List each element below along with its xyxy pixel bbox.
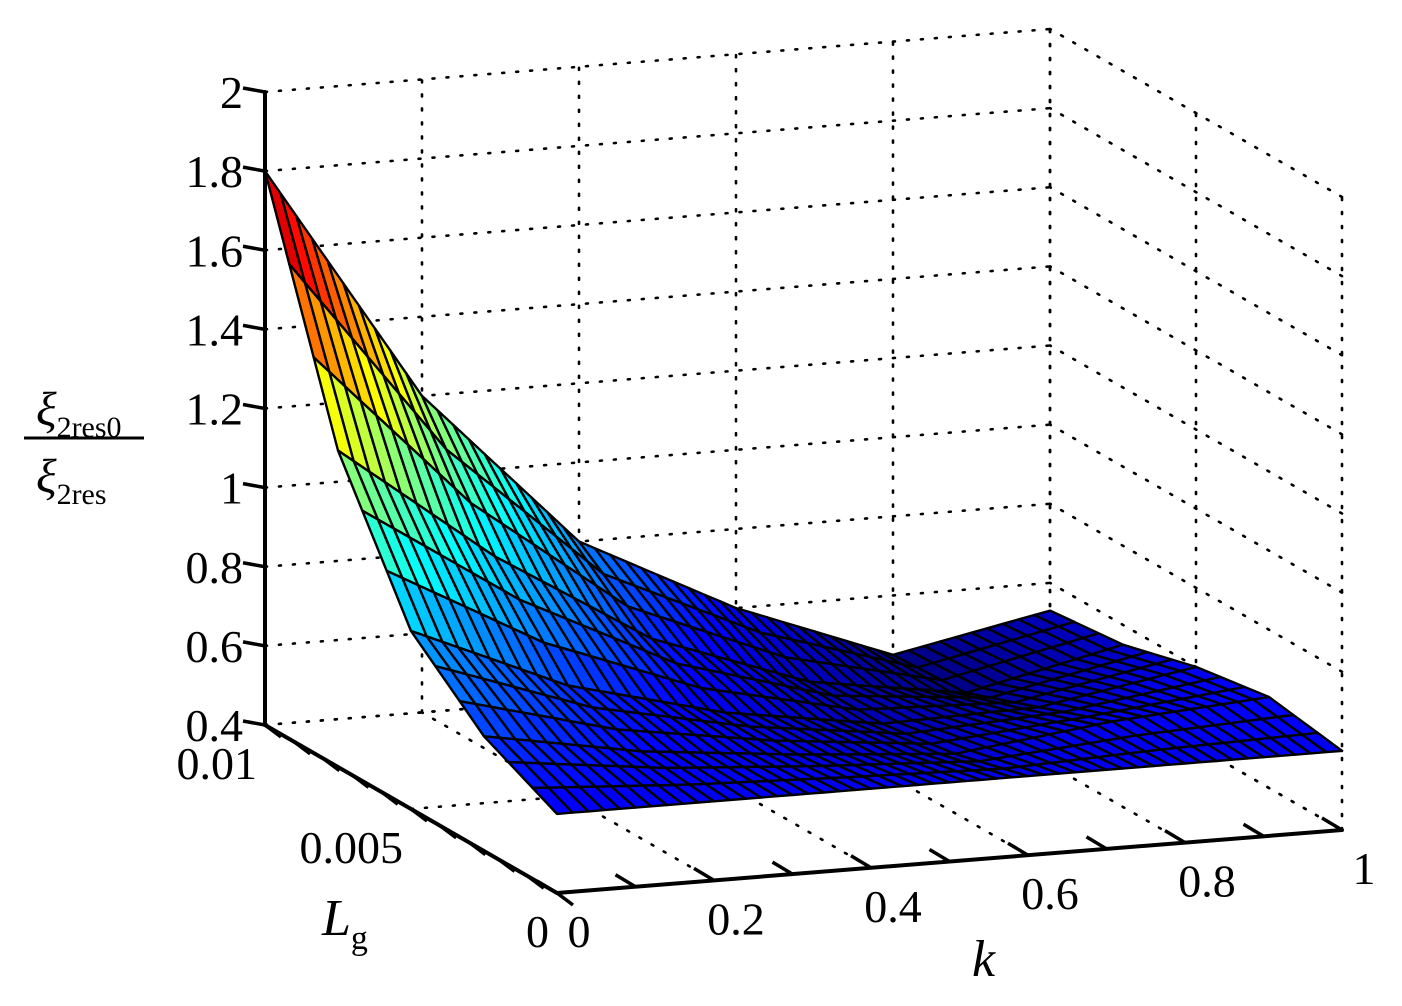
z-tick bbox=[242, 244, 266, 252]
z-tick-label: 1.8 bbox=[186, 146, 244, 197]
y-tick bbox=[322, 757, 341, 772]
grid-line-z-back bbox=[263, 185, 1052, 252]
z-tick bbox=[242, 323, 266, 332]
z-tick-label: 0.8 bbox=[186, 542, 244, 593]
x-tick-label: 0.4 bbox=[864, 881, 922, 932]
surface-mesh bbox=[263, 169, 1344, 816]
x-tick bbox=[1321, 816, 1343, 832]
axes: 0.4 0.6 0.8 1 1.2 1.4 1.6 1.8 2 0 0.2 0.4 0.6 0.8 1 0 0.… bbox=[177, 67, 1376, 957]
x-tick-label: 0.6 bbox=[1021, 868, 1079, 919]
z-tick bbox=[242, 86, 266, 94]
grid-line-z-side bbox=[1048, 423, 1344, 594]
grid-line-z-side bbox=[1048, 106, 1344, 278]
grid-line-z-back bbox=[263, 423, 1052, 489]
y-tick bbox=[263, 723, 283, 739]
z-axis-label-denominator: ξ2res bbox=[36, 450, 107, 511]
y-tick bbox=[526, 874, 545, 890]
z-tick bbox=[242, 561, 266, 569]
x-tick-label: 0 bbox=[568, 906, 591, 957]
y-tick bbox=[555, 891, 575, 907]
x-tick bbox=[771, 860, 794, 876]
y-tick bbox=[351, 774, 370, 789]
grid-line-z-side bbox=[1048, 344, 1344, 515]
z-tick-label: 1.4 bbox=[186, 304, 244, 355]
grid-line-z-back bbox=[263, 27, 1052, 94]
grid-line-z-back bbox=[263, 502, 1052, 569]
y-tick bbox=[380, 790, 399, 806]
z-tick-label: 1.2 bbox=[186, 384, 244, 435]
y-tick-label: 0.005 bbox=[300, 822, 404, 873]
surface-patch bbox=[1300, 731, 1344, 754]
grid-line-z-side bbox=[1048, 265, 1344, 436]
x-tick bbox=[614, 873, 637, 889]
grid-line-z-back bbox=[263, 106, 1052, 173]
x-tick bbox=[928, 847, 951, 864]
grid-line-z-side bbox=[1048, 502, 1344, 674]
x-tick-label: 0.8 bbox=[1178, 856, 1236, 907]
z-tick bbox=[242, 481, 266, 490]
y-tick bbox=[293, 740, 312, 756]
y-tick bbox=[497, 858, 516, 873]
y-axis-label: Lg bbox=[321, 890, 368, 957]
z-tick-label: 1 bbox=[220, 463, 243, 514]
z-tick bbox=[242, 640, 266, 648]
x-tick bbox=[1007, 841, 1029, 857]
x-tick bbox=[536, 879, 558, 895]
x-tick bbox=[1085, 835, 1108, 851]
y-tick-label: 0 bbox=[526, 906, 549, 957]
z-tick-label: 0.4 bbox=[186, 700, 244, 751]
grid-line-z-side bbox=[1048, 27, 1344, 199]
z-tick-label: 2 bbox=[220, 67, 243, 118]
z-tick bbox=[242, 402, 266, 411]
z-tick-label: 0.6 bbox=[186, 621, 244, 672]
y-tick bbox=[409, 807, 429, 823]
x-tick bbox=[850, 854, 872, 870]
y-tick bbox=[468, 841, 487, 856]
x-tick bbox=[1164, 829, 1186, 845]
z-tick bbox=[242, 719, 266, 727]
x-axis-label: k bbox=[972, 931, 996, 988]
x-tick bbox=[693, 866, 715, 882]
y-tick bbox=[439, 824, 458, 840]
x-tick-label: 1 bbox=[1353, 843, 1376, 894]
y-tick-label: 0.01 bbox=[177, 738, 258, 789]
grid-line-z-side bbox=[1048, 185, 1344, 357]
z-tick bbox=[242, 165, 266, 173]
grid-line-z-back bbox=[263, 265, 1052, 331]
z-axis-label-numerator: ξ2res0 bbox=[36, 383, 122, 444]
axis-labels: ξ2res0 ξ2res Lg k bbox=[24, 383, 996, 988]
x-tick bbox=[1242, 822, 1265, 838]
z-tick-label: 1.6 bbox=[186, 225, 244, 276]
grid-line-z-back bbox=[263, 344, 1052, 410]
x-tick-label: 0.2 bbox=[707, 893, 765, 944]
